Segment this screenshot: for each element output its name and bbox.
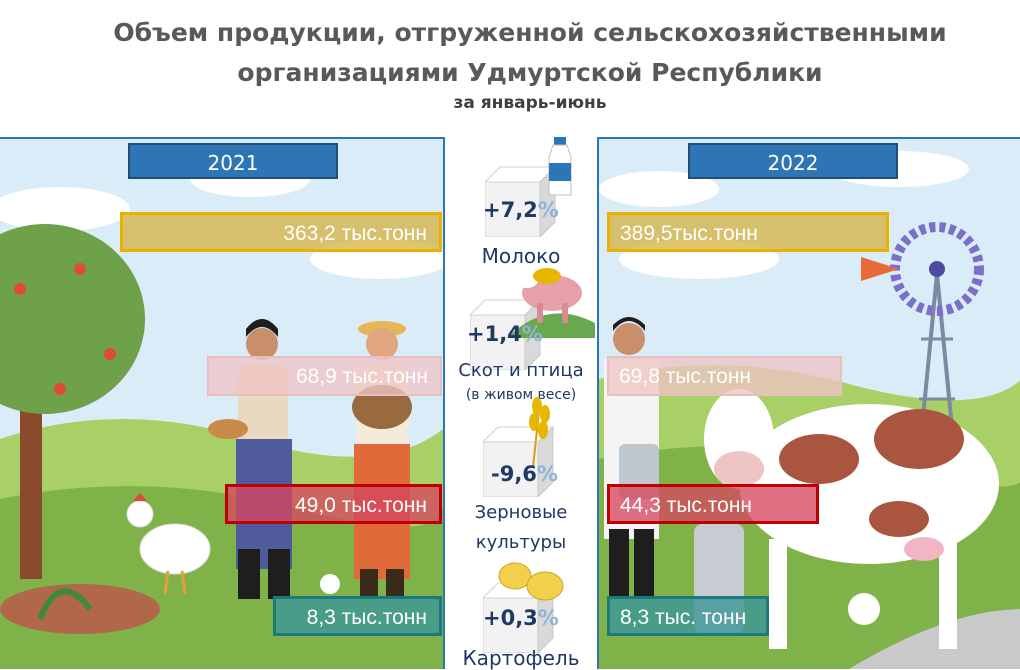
- chicken: [126, 493, 211, 595]
- cow: [704, 389, 999, 649]
- label-livestock: Скот и птица: [458, 360, 584, 381]
- apple-tree: [0, 224, 145, 414]
- change-milk: +7,2%: [483, 198, 559, 222]
- pig-cow-icon: [507, 268, 595, 338]
- change-column: +7,2% Молоко +1,4% Скот и птица (в живом…: [445, 130, 597, 670]
- label-livestock-note: (в живом весе): [465, 387, 577, 403]
- title-line-2: организациями Удмуртской Республики: [237, 58, 823, 87]
- title-line-1: Объем продукции, отгруженной сельскохозя…: [113, 18, 947, 47]
- value-2021-livestock: 68,9 тыс.тонн: [207, 356, 442, 396]
- value-2021-milk: 363,2 тыс.тонн: [120, 212, 442, 252]
- change-grain: -9,6%: [491, 462, 558, 486]
- label-grain-2: культуры: [475, 532, 567, 553]
- farm-scene-2021: [0, 139, 443, 669]
- subtitle: за январь-июнь: [453, 93, 607, 113]
- milk-bottle-icon: [548, 137, 572, 196]
- value-2022-livestock: 69,8 тыс.тонн: [607, 356, 842, 396]
- potato-icon: [498, 562, 564, 601]
- value-2021-potato: 8,3 тыс.тонн: [273, 596, 442, 636]
- change-livestock: +1,4%: [467, 322, 543, 346]
- label-grain-1: Зерновые: [474, 502, 568, 523]
- value-2021-grain: 49,0 тыс.тонн: [225, 484, 442, 524]
- change-potato: +0,3%: [483, 606, 559, 630]
- wheat-icon: [529, 397, 550, 467]
- value-2022-potato: 8,3 тыс. тонн: [607, 596, 769, 636]
- label-milk: Молоко: [481, 244, 561, 268]
- value-2022-milk: 389,5тыс.тонн: [607, 212, 889, 252]
- year-tab-2022: 2022: [688, 143, 898, 179]
- year-tab-2021: 2021: [128, 143, 338, 179]
- panel-2021: [0, 137, 445, 669]
- label-potato: Картофель: [462, 646, 580, 670]
- potato-cube-icon: [483, 581, 555, 653]
- value-2022-grain: 44,3 тыс.тонн: [607, 484, 819, 524]
